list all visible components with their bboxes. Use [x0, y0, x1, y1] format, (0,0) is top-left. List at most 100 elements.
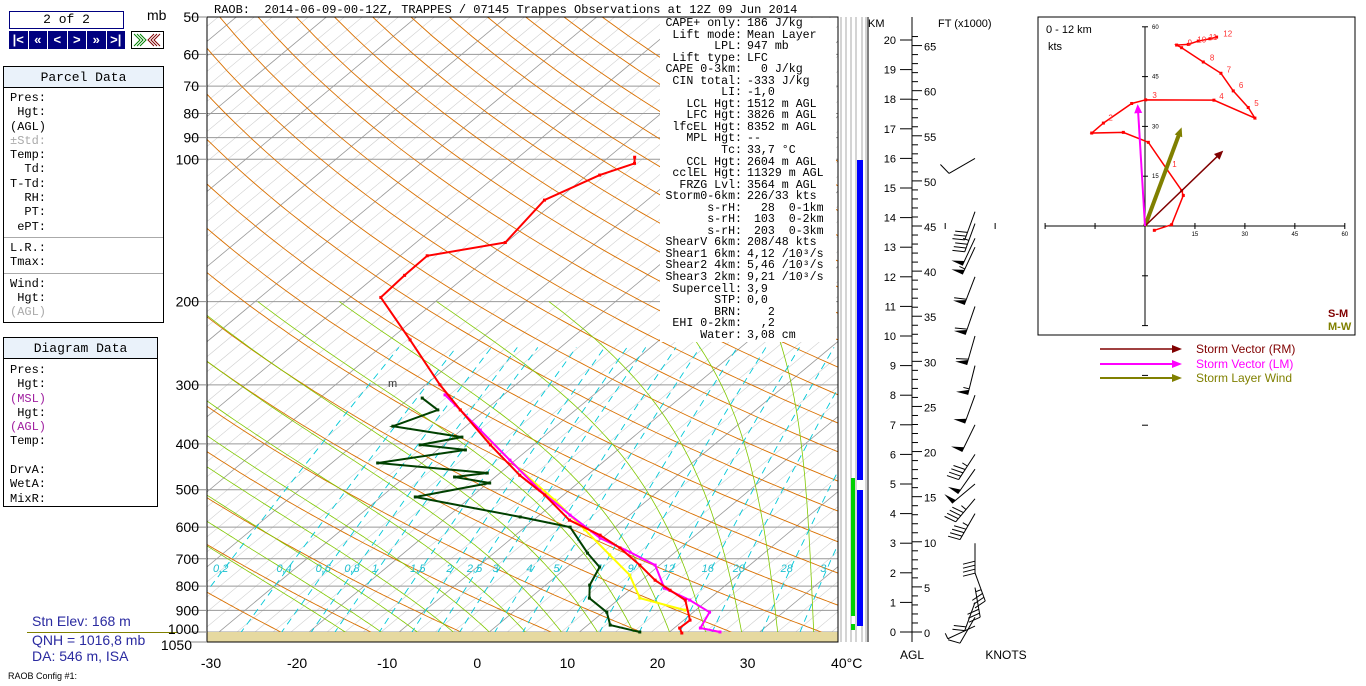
- parameter-label: LFC Hgt:: [686, 109, 742, 123]
- parameter-row: lfcEL Hgt: 8352 m AGL: [660, 122, 836, 134]
- data-point: [633, 161, 637, 165]
- dry-adiabat: [207, 47, 838, 453]
- parcel-label: (AGL): [10, 305, 47, 320]
- last-button[interactable]: >|: [106, 31, 125, 49]
- y-tick-label: 80: [183, 105, 199, 121]
- wind-barb: [967, 587, 981, 623]
- data-point: [413, 495, 417, 499]
- wind-barb: [951, 424, 976, 452]
- fast-back-button[interactable]: «: [28, 31, 47, 49]
- km-tick-label: 13: [884, 242, 896, 254]
- barb-feather: [948, 471, 962, 477]
- barb-pennant: [951, 260, 965, 266]
- y-tick-label: 500: [176, 482, 200, 498]
- next-button[interactable]: >: [67, 31, 86, 49]
- hodograph-point: [1170, 223, 1174, 227]
- parameter-value: ,2: [747, 317, 775, 331]
- hodograph-point: [1196, 39, 1200, 43]
- isotherm: [0, 0, 154, 644]
- prev-button[interactable]: <: [48, 31, 67, 49]
- blue-bar: [857, 160, 863, 626]
- parameter-label: CAPE+ only:: [665, 17, 742, 30]
- parameter-label: CCL Hgt:: [686, 155, 742, 169]
- wave-toggle-icon[interactable]: [131, 31, 164, 49]
- parameter-row: CAPE 0-3km: 0 J/kg: [660, 64, 836, 76]
- mixing-ratio-label: 12: [663, 563, 675, 575]
- parameter-value: 11329 m AGL: [747, 167, 824, 181]
- parameter-value: 186 J/kg: [747, 17, 803, 30]
- parameter-label: CAPE 0-3km:: [665, 63, 742, 77]
- barb-staff: [958, 454, 976, 480]
- isotherm: [207, 17, 652, 388]
- isotherm: [548, 401, 838, 642]
- barb-half-feather: [975, 589, 982, 593]
- parameter-value: 2: [747, 305, 775, 319]
- y-tick-label: 900: [176, 602, 200, 618]
- isotherm: [0, 0, 190, 644]
- moist-adiabat: [207, 545, 362, 642]
- y-tick-label: 60: [183, 46, 199, 62]
- barb-staff: [964, 395, 976, 424]
- data-point: [605, 610, 609, 614]
- diagram-data-panel: Diagram Data Pres: Hgt: (MSL) Hgt: (AGL)…: [3, 337, 158, 507]
- isotherm: [207, 17, 688, 418]
- parameter-value: 4,12 /10³/s: [747, 247, 824, 261]
- moist-adiabat: [207, 360, 570, 642]
- mixing-ratio-line: [757, 470, 838, 642]
- wind-barb: [947, 616, 976, 644]
- y-tick-label: 100: [176, 151, 200, 167]
- green-bar: [851, 478, 855, 616]
- parameter-label: LI:: [721, 86, 742, 100]
- barb-feather: [949, 509, 962, 517]
- isotherm: [0, 0, 208, 644]
- dry-adiabat: [207, 227, 838, 574]
- data-point: [568, 525, 572, 529]
- data-point: [518, 515, 522, 519]
- parameter-label: Tc:: [721, 144, 742, 158]
- data-point: [698, 626, 702, 630]
- km-tick-label: 20: [884, 35, 896, 47]
- wind-barb: [944, 625, 976, 640]
- plot-border: [206, 16, 839, 643]
- parcel-label: Tmax:: [10, 255, 47, 270]
- isotherm: [0, 0, 136, 644]
- parameter-label: ShearV 6km:: [665, 236, 742, 250]
- hodo-y-tick-label: 15: [1152, 174, 1159, 180]
- barb-pennant: [951, 269, 965, 275]
- storm-vector-rm: [1144, 154, 1220, 227]
- km-tick-label: 4: [890, 509, 896, 521]
- fast-forward-button[interactable]: »: [87, 31, 106, 49]
- km-tick-label: 9: [890, 361, 896, 373]
- parameter-row: CAPE+ only: 186 J/kg: [660, 18, 836, 30]
- parameter-label: s-rH:: [707, 224, 742, 238]
- legend-arrowhead: [1172, 360, 1182, 368]
- isotherm: [0, 0, 82, 644]
- barb-feather: [952, 628, 965, 632]
- hodograph-point: [1186, 42, 1190, 46]
- parameter-value: 8352 m AGL: [747, 120, 817, 134]
- parameter-row: MPL Hgt: --: [660, 133, 836, 145]
- divider: [4, 236, 163, 238]
- parameter-label: MPL Hgt:: [686, 132, 742, 146]
- page-indicator: 2 of 2: [9, 11, 124, 29]
- isotherm: [242, 145, 838, 642]
- isotherm: [0, 0, 226, 644]
- isotherm: [207, 17, 418, 193]
- first-button[interactable]: |<: [9, 31, 28, 49]
- barb-feather: [962, 568, 976, 573]
- data-point: [478, 428, 482, 432]
- parameter-row: Shear3 2km: 9,21 /10³/s: [660, 272, 836, 284]
- barb-staff: [974, 587, 981, 618]
- mixing-ratio-label: 2: [445, 563, 452, 575]
- mixing-ratio-label: 0,6: [316, 563, 332, 575]
- parcel-label: PT:: [10, 205, 47, 220]
- parameter-value: 0,0: [747, 294, 768, 308]
- data-point: [583, 528, 587, 532]
- ft-tick-label: 60: [924, 87, 936, 99]
- hodograph-point: [1121, 130, 1125, 134]
- isotherm: [476, 340, 838, 642]
- barb-half-feather: [963, 386, 970, 390]
- moist-adiabat: [207, 435, 501, 642]
- x-tick-label: 0: [473, 655, 481, 671]
- isotherm: [530, 386, 838, 642]
